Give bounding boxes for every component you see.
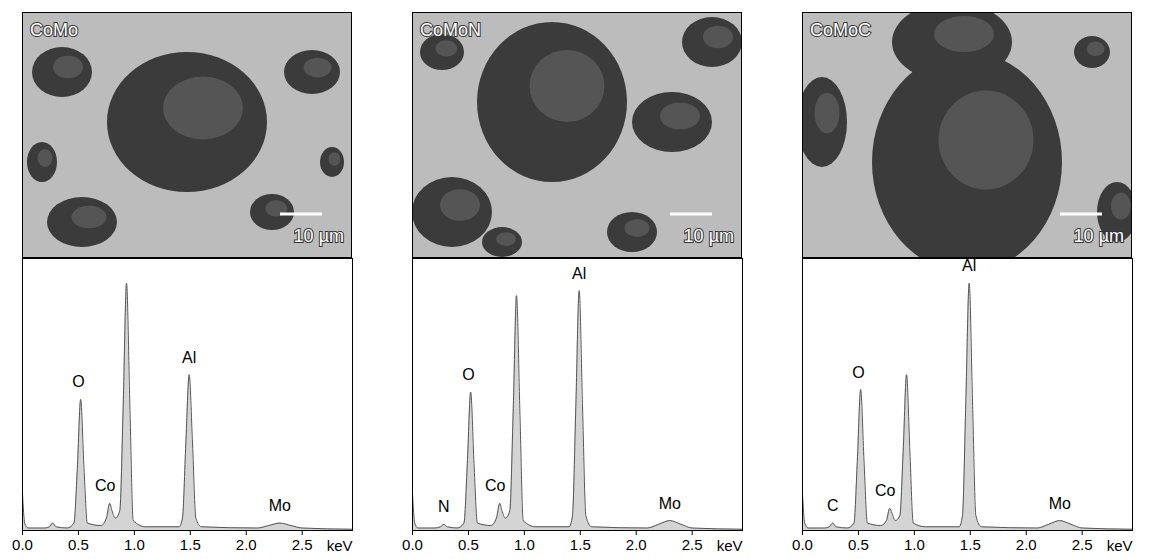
svg-text:2.5: 2.5: [292, 536, 313, 553]
svg-text:2.0: 2.0: [236, 536, 257, 553]
svg-text:Mo: Mo: [269, 497, 291, 514]
svg-text:0.5: 0.5: [458, 536, 479, 553]
svg-text:0.0: 0.0: [402, 536, 423, 553]
svg-text:Al: Al: [572, 265, 586, 282]
svg-text:Al: Al: [182, 349, 196, 366]
svg-text:keV: keV: [717, 537, 743, 554]
svg-text:2.0: 2.0: [1016, 536, 1037, 553]
svg-text:0.0: 0.0: [792, 536, 813, 553]
svg-text:Mo: Mo: [659, 495, 681, 512]
svg-text:Co: Co: [875, 482, 896, 499]
svg-text:0.0: 0.0: [12, 536, 33, 553]
svg-text:Mo: Mo: [1049, 495, 1071, 512]
svg-text:N: N: [438, 498, 450, 515]
svg-text:O: O: [462, 366, 474, 383]
svg-text:C: C: [827, 497, 839, 514]
svg-text:0.5: 0.5: [68, 536, 89, 553]
svg-text:0.5: 0.5: [848, 536, 869, 553]
svg-text:CoMo: CoMo: [30, 20, 78, 40]
svg-text:O: O: [72, 373, 84, 390]
svg-text:O: O: [852, 364, 864, 381]
svg-text:10 µm: 10 µm: [1074, 226, 1124, 246]
svg-text:1.0: 1.0: [514, 536, 535, 553]
svg-text:1.5: 1.5: [180, 536, 201, 553]
svg-text:1.0: 1.0: [904, 536, 925, 553]
svg-text:CoMoC: CoMoC: [810, 20, 871, 40]
svg-text:keV: keV: [327, 537, 353, 554]
svg-text:10 µm: 10 µm: [684, 226, 734, 246]
svg-text:2.0: 2.0: [626, 536, 647, 553]
svg-text:Co: Co: [485, 477, 506, 494]
svg-text:keV: keV: [1107, 537, 1133, 554]
svg-text:CoMoN: CoMoN: [420, 20, 481, 40]
svg-text:2.5: 2.5: [1072, 536, 1093, 553]
svg-text:Co: Co: [95, 477, 116, 494]
svg-text:Al: Al: [962, 257, 976, 274]
svg-text:1.5: 1.5: [960, 536, 981, 553]
svg-text:1.0: 1.0: [124, 536, 145, 553]
svg-text:2.5: 2.5: [682, 536, 703, 553]
svg-text:10 µm: 10 µm: [294, 226, 344, 246]
svg-text:1.5: 1.5: [570, 536, 591, 553]
